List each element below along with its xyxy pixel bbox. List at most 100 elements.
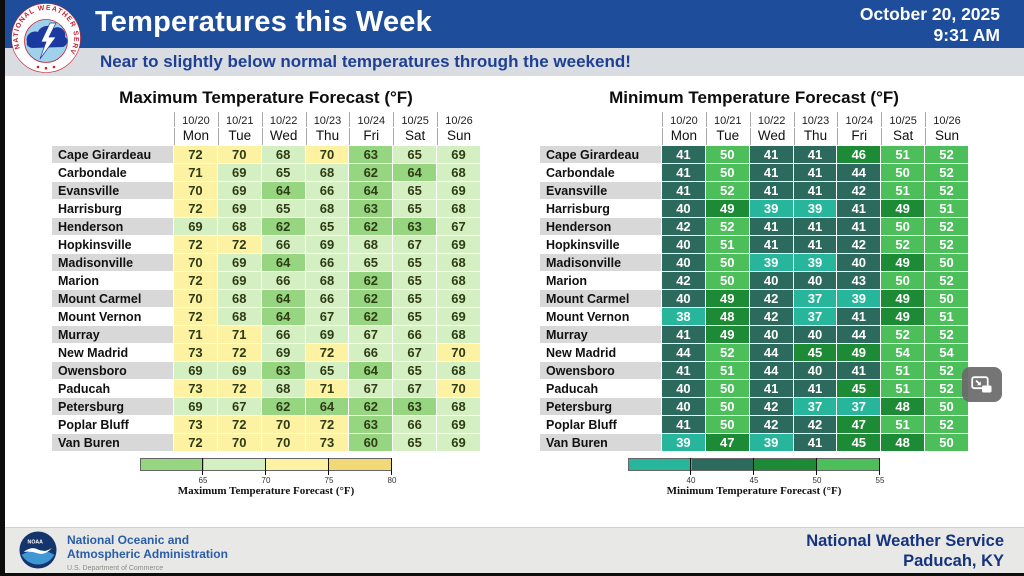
temperature-cell: 73 [305,434,349,451]
temperature-cell: 68 [217,290,261,307]
temperature-cell: 69 [217,200,261,217]
temperature-cell: 66 [305,254,349,271]
office-signature: National Weather Service Paducah, KY [806,532,1004,570]
temperature-cell: 71 [174,326,217,343]
temperature-cell: 70 [174,182,217,199]
column-day: Tue [705,128,749,145]
temperature-cell: 41 [749,380,793,397]
scale-tick-label: 65 [198,476,208,485]
temperature-cell: 42 [837,182,881,199]
temperature-cell: 62 [349,290,393,307]
temperature-cell: 65 [393,182,437,199]
temperature-cell: 69 [174,398,217,415]
column-day: Thu [305,128,349,145]
column-date: 10/25 [881,112,925,127]
temperature-cell: 51 [881,146,925,163]
temperature-cell: 69 [437,416,480,433]
column-day: Thu [793,128,837,145]
city-label: Harrisburg [540,200,661,217]
temperature-cell: 67 [393,380,437,397]
temperature-cell: 44 [662,344,705,361]
temperature-cell: 52 [925,272,968,289]
column-date: 10/20 [662,112,705,127]
city-label: Mount Vernon [52,308,173,325]
temperature-cell: 42 [749,416,793,433]
temperature-cell: 51 [881,362,925,379]
temperature-cell: 72 [217,380,261,397]
temperature-cell: 45 [837,380,881,397]
temperature-cell: 42 [662,272,705,289]
table-row: Henderson 69 68 62 65 62 63 67 [52,218,480,235]
temperature-cell: 41 [793,236,837,253]
column-date: 10/23 [305,112,349,127]
temperature-cell: 62 [349,164,393,181]
temperature-cell: 67 [393,236,437,253]
picture-in-picture-icon [971,375,992,392]
table-row: Petersburg 69 67 62 64 62 63 68 [52,398,480,415]
column-date: 10/20 [174,112,217,127]
temperature-cell: 39 [837,290,881,307]
temperature-cell: 66 [393,416,437,433]
table-header-dates: 10/20 10/21 10/22 10/23 10/24 10/25 10/26 [52,112,480,127]
temperature-cell: 68 [437,272,480,289]
temperature-cell: 41 [837,308,881,325]
temperature-cell: 65 [393,434,437,451]
city-label: Henderson [52,218,173,235]
column-date: 10/26 [925,112,968,127]
scale-tick-mark [753,458,754,475]
temperature-cell: 68 [349,236,393,253]
temperature-cell: 70 [174,290,217,307]
temperature-cell: 40 [837,254,881,271]
temperature-cell: 69 [217,182,261,199]
temperature-cell: 72 [174,236,217,253]
city-label: Poplar Bluff [540,416,661,433]
city-label: Hopkinsville [52,236,173,253]
table-row: Murray 71 71 66 69 67 66 68 [52,326,480,343]
picture-in-picture-button[interactable] [962,367,1002,402]
column-day: Wed [749,128,793,145]
temperature-cell: 41 [662,416,705,433]
city-label: Cape Girardeau [52,146,173,163]
temperature-cell: 40 [793,362,837,379]
city-label: Evansville [52,182,173,199]
temperature-cell: 69 [437,236,480,253]
temperature-cell: 40 [662,380,705,397]
table-row: Evansville 70 69 64 66 64 65 69 [52,182,480,199]
table-row: Petersburg 40 50 42 37 37 48 50 [540,398,968,415]
table-row: Henderson 42 52 41 41 41 50 52 [540,218,968,235]
city-label: Mount Vernon [540,308,661,325]
temperature-cell: 45 [837,434,881,451]
temperature-cell: 65 [393,254,437,271]
city-label: Carbondale [52,164,173,181]
table-row: Poplar Bluff 73 72 70 72 63 66 69 [52,416,480,433]
temperature-cell: 48 [881,398,925,415]
column-date: 10/26 [437,112,480,127]
city-label: Paducah [52,380,173,397]
temperature-cell: 52 [925,182,968,199]
bottom-letterbox-edge [0,573,1024,576]
temperature-cell: 64 [349,362,393,379]
temperature-cell: 69 [217,272,261,289]
city-label: Paducah [540,380,661,397]
temperature-cell: 44 [837,164,881,181]
column-day: Sat [881,128,925,145]
temperature-cell: 69 [437,290,480,307]
subtitle-banner: Near to slightly below normal temperatur… [5,48,1024,76]
temperature-cell: 69 [437,434,480,451]
temperature-cell: 43 [837,272,881,289]
temperature-cell: 68 [305,272,349,289]
temperature-cell: 47 [837,416,881,433]
city-label: Van Buren [52,434,173,451]
table-row: Mount Carmel 70 68 64 66 62 65 69 [52,290,480,307]
temperature-cell: 63 [261,362,305,379]
header-time: 9:31 AM [933,25,1000,45]
temperature-cell: 65 [393,272,437,289]
table-row: New Madrid 73 72 69 72 66 67 70 [52,344,480,361]
temperature-cell: 65 [393,146,437,163]
temperature-cell: 51 [925,308,968,325]
temperature-cell: 52 [881,236,925,253]
temperature-cell: 52 [925,416,968,433]
scale-tick-label: 40 [686,476,696,485]
temperature-cell: 50 [705,380,749,397]
temperature-cell: 69 [437,308,480,325]
